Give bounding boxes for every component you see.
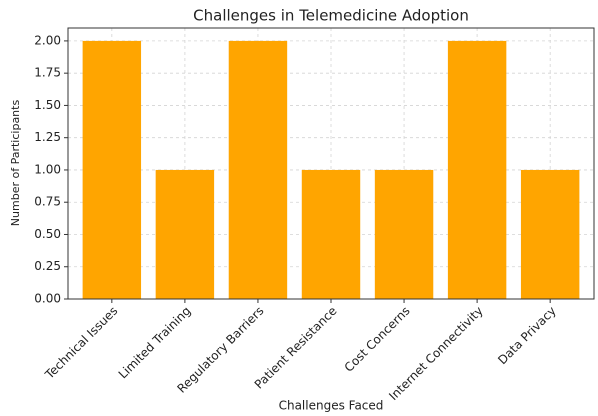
x-tick-label: Patient Resistance xyxy=(252,304,340,392)
bar xyxy=(228,40,288,300)
x-tick-label: Limited Training xyxy=(116,304,194,382)
bar xyxy=(520,169,580,299)
x-axis-label: Challenges Faced xyxy=(279,399,384,413)
bar xyxy=(301,169,361,299)
bar xyxy=(374,169,434,299)
x-tick-label: Technical Issues xyxy=(42,304,121,383)
chart-title: Challenges in Telemedicine Adoption xyxy=(193,7,469,25)
x-tick-label: Cost Concerns xyxy=(342,304,413,375)
x-tick-label: Data Privacy xyxy=(495,304,559,368)
y-tick-label: 0.25 xyxy=(34,259,61,273)
y-tick-label: 1.25 xyxy=(34,130,61,144)
y-tick-label: 0.75 xyxy=(34,195,61,209)
y-axis-label: Number of Participants xyxy=(9,100,22,227)
y-tick-label: 1.00 xyxy=(34,162,61,176)
plot-frame xyxy=(67,27,595,300)
bar xyxy=(447,40,507,300)
y-tick-label: 2.00 xyxy=(34,33,61,47)
bar xyxy=(155,169,215,299)
y-tick-label: 0.00 xyxy=(34,292,61,306)
y-tick-label: 1.75 xyxy=(34,66,61,80)
y-tick-label: 0.50 xyxy=(34,227,61,241)
bar xyxy=(82,40,142,300)
y-tick-label: 1.50 xyxy=(34,98,61,112)
